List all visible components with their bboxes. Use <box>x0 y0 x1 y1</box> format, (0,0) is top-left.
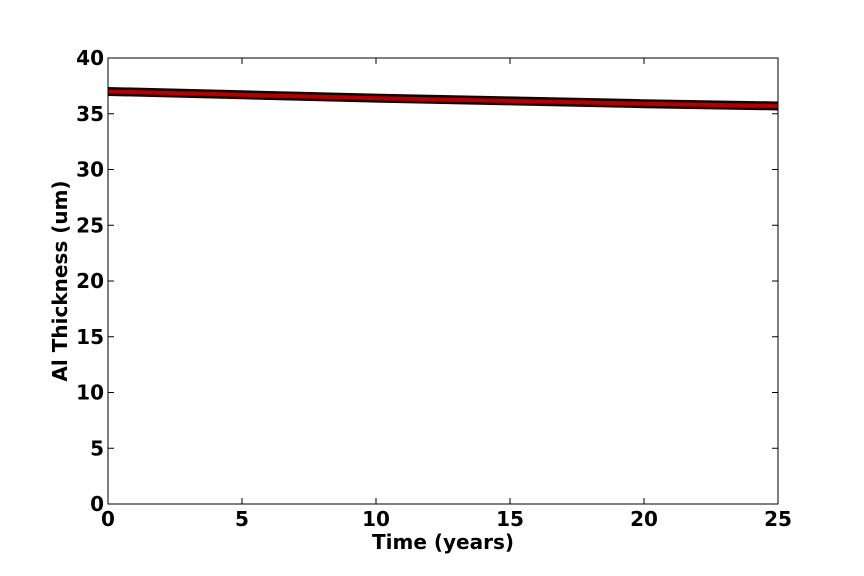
y-tick-label: 30 <box>76 158 104 182</box>
y-axis-ticks: 0 5 10 15 20 25 30 35 40 <box>76 46 778 516</box>
x-tick-label: 5 <box>235 507 249 531</box>
x-axis-title: Time (years) <box>372 530 514 554</box>
x-tick-label: 0 <box>101 507 115 531</box>
series-line <box>107 89 779 108</box>
y-tick-label: 15 <box>76 325 104 349</box>
x-tick-label: 20 <box>630 507 658 531</box>
y-tick-label: 40 <box>76 46 104 70</box>
y-tick-label: 10 <box>76 381 104 405</box>
x-tick-label: 10 <box>362 507 390 531</box>
x-tick-label: 25 <box>764 507 792 531</box>
plot-area <box>108 58 778 504</box>
y-tick-label: 25 <box>76 213 104 237</box>
y-tick-label: 0 <box>90 492 104 516</box>
y-tick-label: 35 <box>76 102 104 126</box>
y-tick-label: 5 <box>90 436 104 460</box>
y-axis-title: Al Thickness (um) <box>48 180 72 381</box>
x-axis-ticks: 0 5 10 15 20 25 <box>101 58 792 531</box>
y-tick-label: 20 <box>76 269 104 293</box>
x-tick-label: 15 <box>496 507 524 531</box>
